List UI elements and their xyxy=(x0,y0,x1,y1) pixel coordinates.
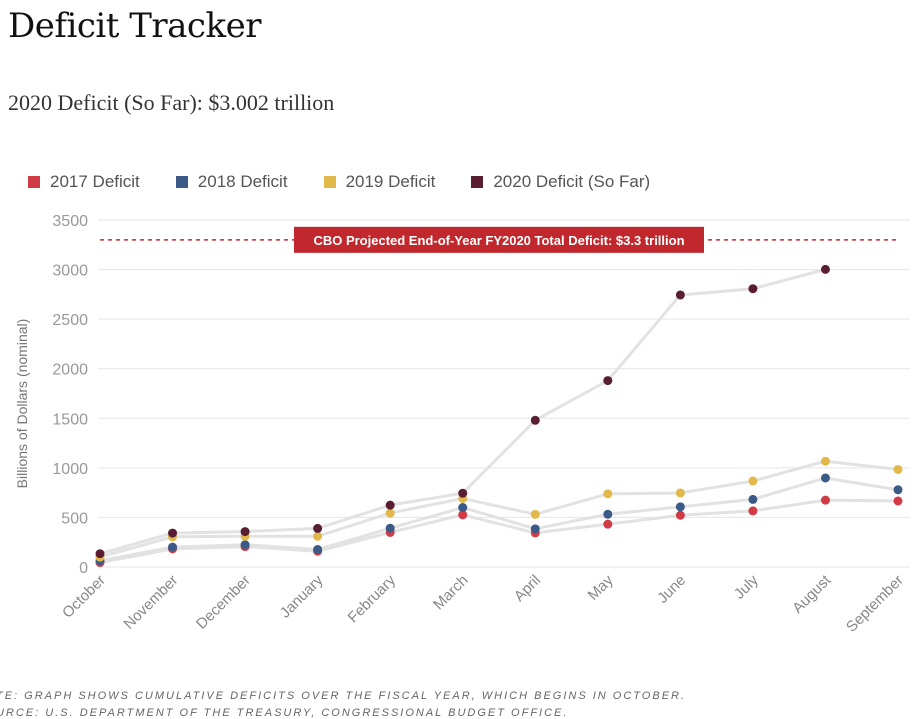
x-tick-label: March xyxy=(430,572,471,613)
data-point xyxy=(458,488,468,498)
data-point xyxy=(168,528,178,538)
y-tick-label: 500 xyxy=(61,510,88,527)
legend-label-2018: 2018 Deficit xyxy=(197,172,288,191)
x-tick-label: January xyxy=(277,571,327,621)
x-tick-label: April xyxy=(511,572,544,605)
data-point xyxy=(530,524,540,534)
page-title: Deficit Tracker xyxy=(8,6,261,46)
data-point xyxy=(530,509,540,519)
legend-swatch-2017 xyxy=(28,176,40,188)
x-tick-label: August xyxy=(789,571,835,617)
data-point xyxy=(603,509,613,519)
legend-swatch-2019 xyxy=(323,176,336,188)
x-tick-label: July xyxy=(731,571,762,602)
y-tick-label: 1000 xyxy=(52,461,88,478)
data-point xyxy=(458,503,468,513)
data-point xyxy=(893,496,903,506)
y-tick-label: 2500 xyxy=(52,312,88,329)
x-tick-label: October xyxy=(59,572,109,622)
x-tick-label: September xyxy=(843,572,907,636)
legend-item-2017: 2017 Deficit xyxy=(28,172,140,192)
data-point xyxy=(820,473,830,483)
data-point xyxy=(675,502,685,512)
series-line-2 xyxy=(99,476,899,563)
x-tick-label: November xyxy=(120,572,181,633)
legend-item-2020: 2020 Deficit (So Far) xyxy=(471,172,650,192)
deficit-line-chart: 0 500 1000 1500 2000 2500 3000 3500 Billions of … xyxy=(14,213,910,636)
data-point xyxy=(603,519,613,529)
data-point xyxy=(385,523,395,533)
legend-swatch-2018 xyxy=(175,176,188,188)
data-point xyxy=(675,488,685,498)
x-tick-label: December xyxy=(193,572,254,633)
legend-label-2017: 2017 Deficit xyxy=(50,172,140,191)
data-point xyxy=(313,531,323,541)
data-point xyxy=(820,264,830,274)
data-point xyxy=(820,456,830,466)
data-point xyxy=(95,549,105,559)
data-point xyxy=(893,485,903,495)
y-tick-label: 3500 xyxy=(52,213,88,230)
legend-item-2019: 2019 Deficit xyxy=(323,172,436,192)
x-tick-label: May xyxy=(585,571,617,603)
y-tick-label: 0 xyxy=(79,560,88,577)
data-point xyxy=(313,545,323,555)
reference-line-label-box xyxy=(294,226,704,253)
series-line-1 xyxy=(99,498,899,565)
data-point xyxy=(530,415,540,425)
data-point xyxy=(820,495,830,505)
data-point xyxy=(240,527,250,537)
y-tick-label: 1500 xyxy=(52,411,88,428)
data-point xyxy=(313,523,323,533)
data-point xyxy=(748,494,758,504)
data-point xyxy=(603,489,613,499)
data-point xyxy=(675,510,685,520)
x-tick-label: June xyxy=(654,572,689,607)
series-line-3 xyxy=(99,459,899,559)
y-axis-label: Billions of Dollars (nominal) xyxy=(14,319,30,489)
legend-label-2020: 2020 Deficit (So Far) xyxy=(493,172,651,191)
chart-legend: 2017 Deficit 2018 Deficit 2019 Deficit 2… xyxy=(28,172,686,192)
data-point xyxy=(385,500,395,510)
data-point xyxy=(385,508,395,518)
legend-swatch-2020 xyxy=(471,176,484,188)
legend-label-2019: 2019 Deficit xyxy=(345,172,436,191)
x-tick-label: February xyxy=(345,571,400,626)
y-tick-label: 2000 xyxy=(52,362,88,379)
data-point xyxy=(748,476,758,486)
data-point xyxy=(168,542,178,552)
data-point xyxy=(240,540,250,550)
reference-line-label: CBO Projected End-of-Year FY2020 Total D… xyxy=(313,233,684,248)
data-point xyxy=(458,510,468,520)
data-point xyxy=(603,376,613,386)
chart-source: URCE: U.S. DEPARTMENT OF THE TREASURY, C… xyxy=(0,707,569,719)
page-subtitle: 2020 Deficit (So Far): $3.002 trillion xyxy=(8,90,335,115)
data-point xyxy=(675,290,685,300)
data-point xyxy=(748,284,758,294)
legend-item-2018: 2018 Deficit xyxy=(175,172,288,192)
data-point xyxy=(748,506,758,516)
y-tick-label: 3000 xyxy=(52,263,88,280)
data-point xyxy=(893,464,903,474)
chart-note: TE: GRAPH SHOWS CUMULATIVE DEFICITS OVER… xyxy=(0,690,687,702)
